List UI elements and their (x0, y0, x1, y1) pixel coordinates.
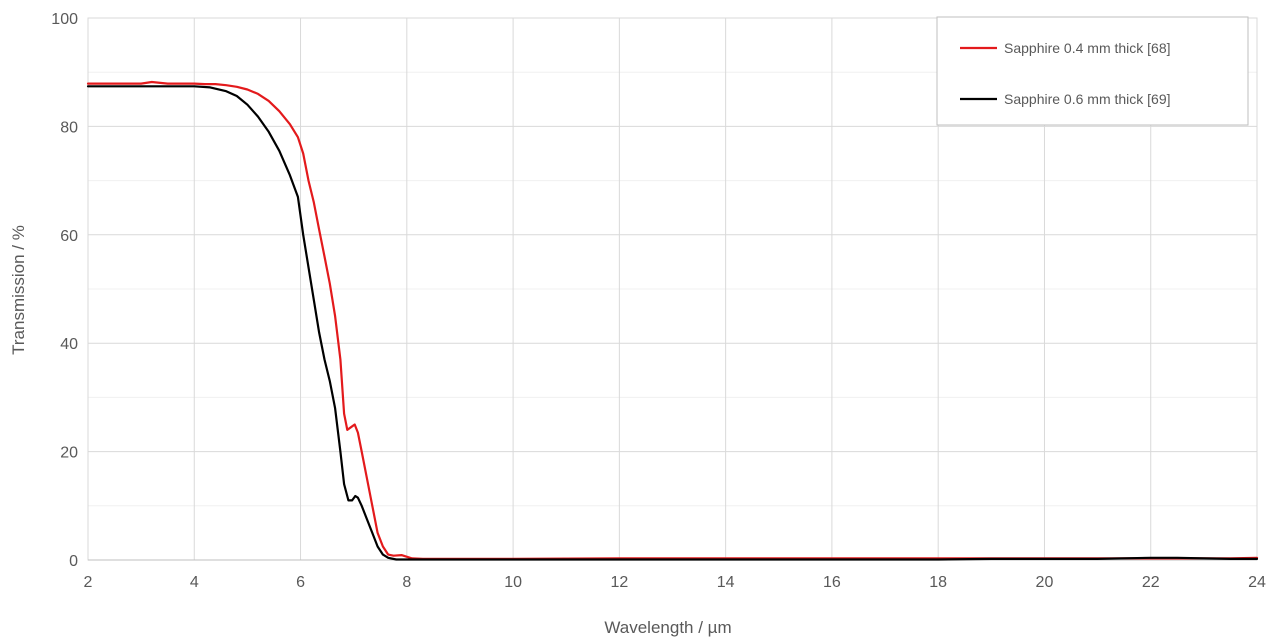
x-tick-label: 2 (84, 574, 93, 591)
y-tick-label: 40 (60, 336, 78, 353)
y-tick-label: 60 (60, 228, 78, 245)
legend: Sapphire 0.4 mm thick [68] Sapphire 0.6 … (936, 16, 1249, 126)
x-tick-label: 4 (190, 574, 199, 591)
x-tick-label: 18 (929, 574, 947, 591)
x-tick-label: 22 (1142, 574, 1160, 591)
y-tick-label: 20 (60, 445, 78, 462)
x-tick-label: 24 (1248, 574, 1266, 591)
series-layer (86, 80, 1259, 561)
x-tick-label: 20 (1036, 574, 1054, 591)
legend-label-sapphire-0-4: Sapphire 0.4 mm thick [68] (1004, 40, 1171, 56)
y-tick-label: 100 (51, 11, 78, 28)
legend-box (936, 16, 1249, 126)
x-tick-label: 12 (610, 574, 628, 591)
legend-label-sapphire-0-6: Sapphire 0.6 mm thick [69] (1004, 91, 1171, 107)
x-tick-label: 14 (717, 574, 735, 591)
x-tick-label: 6 (296, 574, 305, 591)
x-axis-title: Wavelength / µm (604, 618, 731, 637)
y-axis-title: Transmission / % (9, 225, 28, 355)
y-tick-label: 80 (60, 119, 78, 136)
x-tick-label: 16 (823, 574, 841, 591)
series-line-1 (86, 85, 1259, 561)
y-tick-label: 0 (69, 553, 78, 570)
x-tick-label: 8 (402, 574, 411, 591)
x-tick-label: 10 (504, 574, 522, 591)
